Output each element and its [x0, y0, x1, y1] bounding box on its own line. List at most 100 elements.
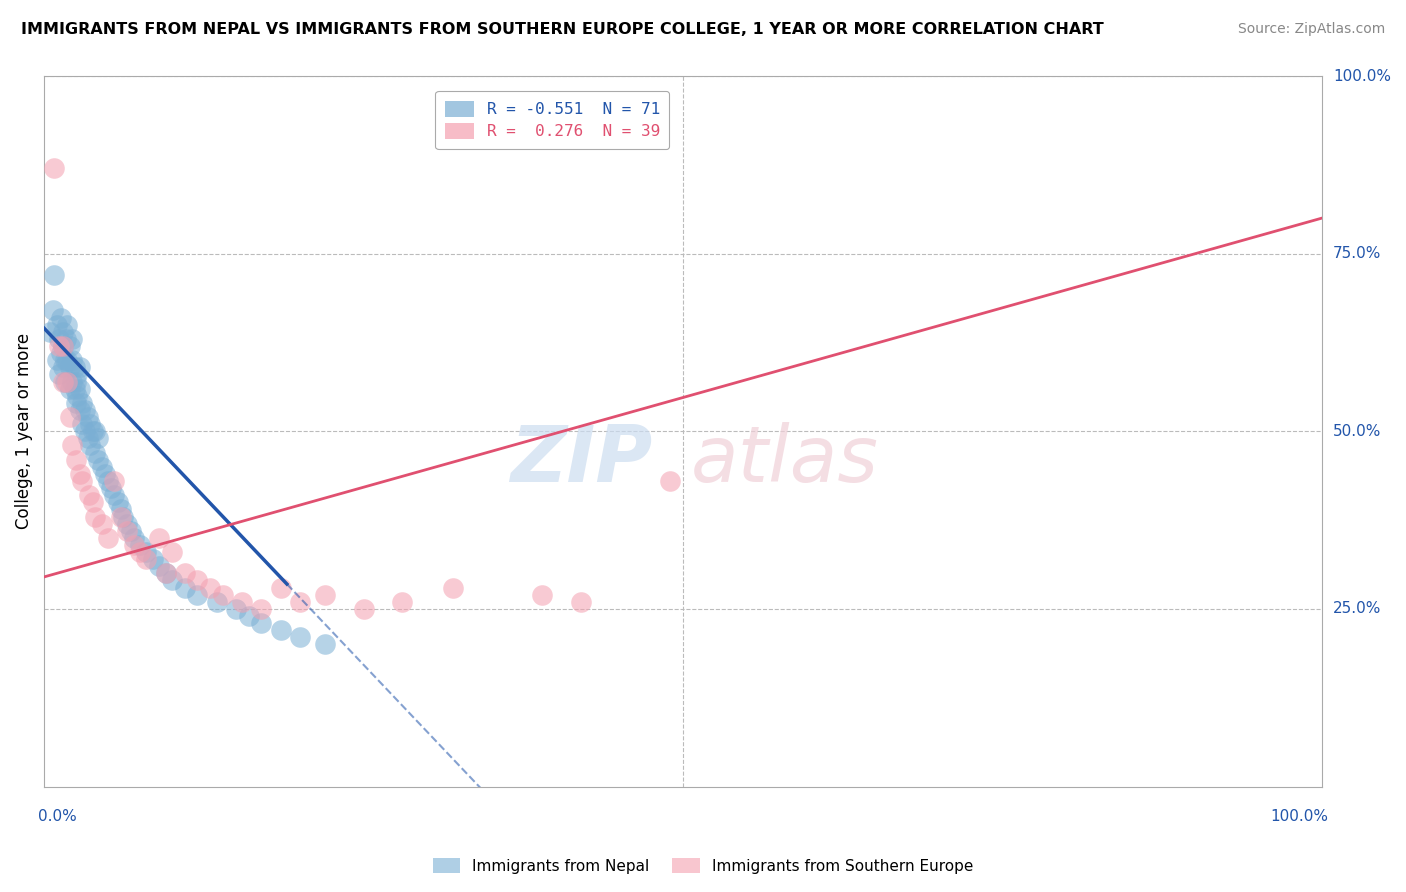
Point — [155, 566, 177, 581]
Point — [353, 602, 375, 616]
Point — [69, 467, 91, 481]
Point — [66, 368, 89, 382]
Point — [69, 382, 91, 396]
Point — [69, 403, 91, 417]
Point — [110, 509, 132, 524]
Point — [129, 545, 152, 559]
Point — [100, 481, 122, 495]
Point — [60, 353, 83, 368]
Point — [231, 595, 253, 609]
Point — [79, 417, 101, 432]
Point — [79, 438, 101, 452]
Point — [200, 581, 222, 595]
Point — [39, 325, 62, 339]
Point — [63, 382, 86, 396]
Point — [45, 318, 67, 332]
Point — [225, 602, 247, 616]
Point — [115, 516, 138, 531]
Point — [270, 581, 292, 595]
Text: 25.0%: 25.0% — [1333, 601, 1381, 616]
Point — [52, 339, 75, 353]
Point — [129, 538, 152, 552]
Point — [250, 616, 273, 631]
Y-axis label: College, 1 year or more: College, 1 year or more — [15, 334, 32, 529]
Point — [314, 637, 336, 651]
Text: ZIP: ZIP — [509, 422, 652, 498]
Point — [142, 552, 165, 566]
Point — [569, 595, 592, 609]
Point — [270, 623, 292, 637]
Point — [56, 353, 79, 368]
Point — [69, 360, 91, 375]
Point — [56, 318, 79, 332]
Point — [148, 559, 170, 574]
Point — [65, 396, 87, 410]
Point — [76, 410, 98, 425]
Point — [160, 545, 183, 559]
Point — [52, 360, 75, 375]
Point — [103, 488, 125, 502]
Point — [73, 424, 96, 438]
Point — [112, 509, 135, 524]
Legend: Immigrants from Nepal, Immigrants from Southern Europe: Immigrants from Nepal, Immigrants from S… — [426, 852, 980, 880]
Point — [48, 332, 70, 346]
Point — [59, 382, 82, 396]
Point — [148, 531, 170, 545]
Point — [97, 474, 120, 488]
Point — [160, 574, 183, 588]
Point — [59, 339, 82, 353]
Point — [77, 488, 100, 502]
Point — [205, 595, 228, 609]
Text: Source: ZipAtlas.com: Source: ZipAtlas.com — [1237, 22, 1385, 37]
Point — [52, 339, 75, 353]
Point — [186, 574, 208, 588]
Point — [49, 310, 72, 325]
Point — [73, 403, 96, 417]
Point — [52, 375, 75, 389]
Text: 0.0%: 0.0% — [38, 809, 76, 824]
Point — [45, 353, 67, 368]
Point — [82, 495, 104, 509]
Point — [122, 538, 145, 552]
Point — [82, 424, 104, 438]
Point — [59, 410, 82, 425]
Point — [49, 346, 72, 360]
Point — [48, 368, 70, 382]
Point — [120, 524, 142, 538]
Point — [52, 325, 75, 339]
Point — [48, 339, 70, 353]
Point — [103, 474, 125, 488]
Point — [63, 360, 86, 375]
Point — [66, 389, 89, 403]
Point — [55, 332, 77, 346]
Legend: R = -0.551  N = 71, R =  0.276  N = 39: R = -0.551 N = 71, R = 0.276 N = 39 — [436, 91, 669, 149]
Point — [173, 581, 195, 595]
Text: 75.0%: 75.0% — [1333, 246, 1381, 261]
Point — [135, 545, 157, 559]
Point — [110, 502, 132, 516]
Point — [56, 375, 79, 389]
Point — [155, 566, 177, 581]
Point — [186, 588, 208, 602]
Point — [60, 375, 83, 389]
Point — [76, 431, 98, 445]
Point — [314, 588, 336, 602]
Point — [288, 630, 311, 644]
Point — [53, 375, 76, 389]
Point — [391, 595, 413, 609]
Point — [42, 303, 65, 318]
Point — [94, 467, 117, 481]
Point — [72, 474, 94, 488]
Point — [250, 602, 273, 616]
Point — [84, 509, 107, 524]
Text: atlas: atlas — [692, 422, 879, 498]
Point — [87, 452, 110, 467]
Point — [65, 452, 87, 467]
Point — [44, 268, 66, 282]
Point — [84, 445, 107, 459]
Point — [212, 588, 235, 602]
Point — [90, 459, 112, 474]
Text: 100.0%: 100.0% — [1333, 69, 1391, 84]
Point — [60, 438, 83, 452]
Point — [87, 431, 110, 445]
